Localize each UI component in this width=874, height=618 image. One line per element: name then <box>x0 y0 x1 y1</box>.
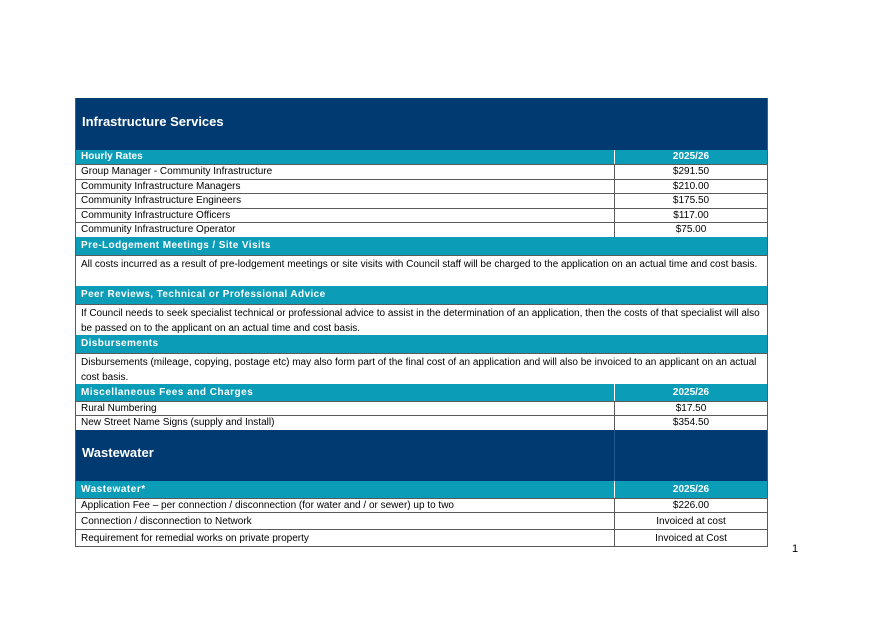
hourly-rates-year: 2025/26 <box>614 150 767 164</box>
misc-fees-header: Miscellaneous Fees and Charges 2025/26 <box>76 383 767 401</box>
row-value: $117.00 <box>614 208 767 222</box>
peer-review-text: If Council needs to seek specialist tech… <box>76 303 767 335</box>
row-label: Community Infrastructure Officers <box>81 209 231 221</box>
row-label: Community Infrastructure Operator <box>81 224 236 235</box>
disbursements-header: Disbursements <box>76 334 767 353</box>
row-value: $17.50 <box>614 401 767 415</box>
wastewater-title-row: Wastewater <box>76 429 767 481</box>
wastewater-label: Wastewater* <box>81 483 146 495</box>
row-value: $354.50 <box>614 416 767 430</box>
prelodgement-text: All costs incurred as a result of pre-lo… <box>76 254 767 286</box>
row-label: Community Infrastructure Managers <box>81 180 241 192</box>
table-row: New Street Name Signs (supply and Instal… <box>76 415 767 430</box>
table-row: Community Infrastructure Engineers $175.… <box>76 193 767 208</box>
row-label: Rural Numbering <box>81 402 157 414</box>
table-row: Connection / disconnection to Network In… <box>76 512 767 529</box>
row-value: $291.50 <box>614 165 767 179</box>
row-label: Connection / disconnection to Network <box>81 516 252 527</box>
row-label: New Street Name Signs (supply and Instal… <box>81 417 275 428</box>
row-label: Application Fee – per connection / disco… <box>81 499 454 511</box>
row-label: Community Infrastructure Engineers <box>81 195 242 206</box>
row-value: $75.00 <box>614 223 767 237</box>
row-value: Invoiced at cost <box>614 513 767 529</box>
row-value: $226.00 <box>614 498 767 512</box>
disbursements-text: Disbursements (mileage, copying, postage… <box>76 352 767 384</box>
table-row: Community Infrastructure Managers $210.0… <box>76 178 767 193</box>
row-value: $210.00 <box>614 179 767 193</box>
wastewater-header: Wastewater* 2025/26 <box>76 480 767 498</box>
row-label: Group Manager - Community Infrastructure <box>81 166 273 177</box>
table-row: Community Infrastructure Officers $117.0… <box>76 207 767 222</box>
misc-fees-label: Miscellaneous Fees and Charges <box>81 386 254 398</box>
section-title: Infrastructure Services <box>82 114 224 129</box>
hourly-rates-label: Hourly Rates <box>81 151 143 162</box>
misc-fees-year: 2025/26 <box>614 383 767 401</box>
row-label: Requirement for remedial works on privat… <box>81 533 309 544</box>
wastewater-title: Wastewater <box>82 444 154 460</box>
prelodgement-header: Pre-Lodgement Meetings / Site Visits <box>76 236 767 255</box>
table-row: Application Fee – per connection / disco… <box>76 497 767 512</box>
row-value: Invoiced at Cost <box>614 530 767 546</box>
table-row: Rural Numbering $17.50 <box>76 400 767 415</box>
wastewater-title-blank <box>614 429 767 481</box>
fees-table: Infrastructure Services Hourly Rates 202… <box>75 98 768 547</box>
row-value: $175.50 <box>614 194 767 208</box>
wastewater-year: 2025/26 <box>614 480 767 498</box>
section-title-row: Infrastructure Services <box>76 98 767 150</box>
peer-review-header: Peer Reviews, Technical or Professional … <box>76 285 767 304</box>
hourly-rates-header: Hourly Rates 2025/26 <box>76 150 767 164</box>
table-row: Group Manager - Community Infrastructure… <box>76 164 767 179</box>
page-number: 1 <box>792 543 799 555</box>
table-row: Community Infrastructure Operator $75.00 <box>76 222 767 237</box>
table-row: Requirement for remedial works on privat… <box>76 529 767 546</box>
